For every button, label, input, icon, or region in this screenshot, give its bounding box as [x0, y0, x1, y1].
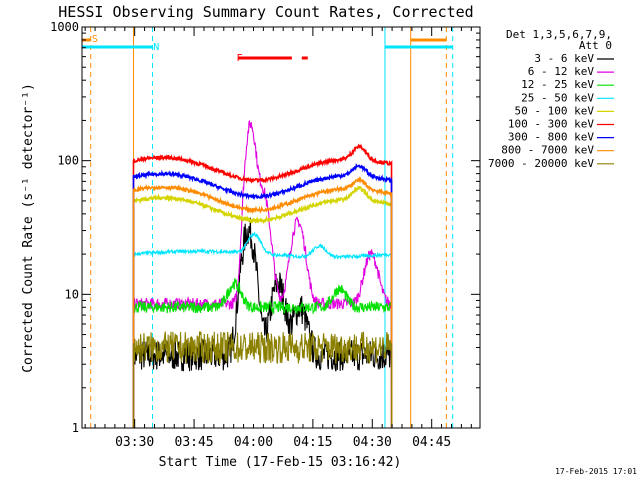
legend-entry-label: 3 - 6 keV — [534, 52, 594, 65]
y-tick-label: 1 — [72, 421, 79, 435]
series-line-5 — [132, 143, 393, 429]
legend-entry-label: 300 - 800 keV — [508, 131, 594, 144]
y-tick-label: 100 — [57, 154, 79, 168]
legend-header-line: Det 1,3,5,6,7,9, — [506, 28, 612, 41]
series-line-7 — [132, 176, 393, 429]
plot-area: S N F 1 10 100 1000 03:30 03:45 04:00 04:15 04:30 04… — [50, 20, 481, 450]
x-tick-label: 04:45 — [412, 435, 451, 450]
x-tick-label: 03:45 — [175, 435, 214, 450]
x-tick-label: 04:30 — [353, 435, 392, 450]
legend-entry-label: 12 - 25 keV — [521, 78, 594, 91]
legend-entry-label: 6 - 12 keV — [528, 65, 595, 78]
series-line-6 — [132, 162, 393, 429]
marker-label-f: F — [236, 53, 242, 64]
plot-frame — [81, 26, 481, 429]
series-line-0 — [132, 217, 393, 429]
series-line-3 — [132, 231, 393, 429]
series-line-2 — [132, 278, 393, 429]
x-tick-label: 03:30 — [115, 435, 154, 450]
legend-entry-label: 100 - 300 keV — [508, 118, 594, 131]
x-axis-label: Start Time (17-Feb-15 03:16:42) — [159, 455, 402, 470]
legend-entry-label: 7000 - 20000 keV — [488, 157, 594, 170]
legend-header-line: Att 0 — [579, 39, 612, 52]
legend-entry-label: 50 - 100 keV — [515, 104, 595, 117]
y-tick-label: 10 — [65, 287, 79, 301]
footer-timestamp: 17-Feb-2015 17:01 — [555, 467, 637, 476]
x-tick-label: 04:00 — [234, 435, 273, 450]
legend-entry-label: 25 - 50 keV — [521, 91, 594, 104]
y-axis-label: Corrected Count Rate (s⁻¹ detector⁻¹) — [21, 83, 36, 373]
marker-label-n: N — [153, 42, 159, 53]
marker-label-s: S — [92, 34, 98, 45]
chart-title: HESSI Observing Summary Count Rates, Cor… — [58, 3, 473, 21]
series-line-4 — [132, 185, 393, 429]
x-tick-label: 04:15 — [293, 435, 332, 450]
series-line-8 — [132, 331, 393, 429]
y-tick-label: 1000 — [50, 20, 79, 34]
legend-entry-label: 800 - 7000 keV — [501, 144, 594, 157]
